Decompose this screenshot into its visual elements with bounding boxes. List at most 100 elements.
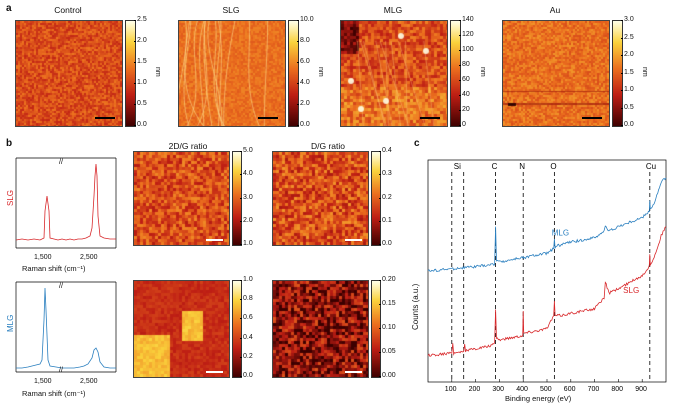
afm-map-control bbox=[15, 20, 123, 127]
colorbar-2dg-slg-tickmark bbox=[240, 197, 242, 198]
x-tick-label: 100 bbox=[445, 386, 457, 393]
colorbar-2dg-mlg-tickmark bbox=[240, 280, 242, 281]
colorbar-dg-mlg-tickmark bbox=[379, 352, 381, 353]
colorbar-au bbox=[612, 20, 623, 127]
colorbar-control-tick: 0.5 bbox=[137, 100, 147, 107]
colorbar-au-tick: 2.5 bbox=[624, 33, 634, 41]
raman-mlg-xlabel: Raman shift (cm⁻¹) bbox=[22, 389, 86, 398]
colorbar-mlg-tick: 140 bbox=[462, 16, 474, 23]
colorbar-2dg-mlg-tick: 0.2 bbox=[243, 352, 253, 360]
colorbar-unit-au: nm bbox=[641, 66, 648, 77]
colorbar-2dg-mlg-tickmark bbox=[240, 356, 242, 358]
colorbar-slg-tickmark bbox=[297, 83, 299, 84]
colorbar-dg-mlg-tickmark bbox=[379, 280, 381, 281]
colorbar-control-tick: 2.0 bbox=[137, 37, 147, 44]
colorbar-dg-slg-tickmark bbox=[379, 244, 381, 245]
colorbar-slg-tickmark bbox=[297, 125, 299, 126]
colorbar-dg-slg-tickmark bbox=[379, 197, 381, 198]
colorbar-au-tick: 1.0 bbox=[624, 86, 634, 93]
series-label-slg: SLG bbox=[623, 286, 639, 295]
colorbar-2dg-mlg-tickmark bbox=[240, 318, 242, 319]
panel-c-label: c bbox=[414, 138, 420, 149]
colorbar-2dg-slg-tick: 2.0 bbox=[243, 216, 253, 224]
colorbar-dg-slg bbox=[371, 151, 381, 246]
colorbar-mlg-tickmark bbox=[459, 80, 461, 81]
colorbar-mlg-tickmark bbox=[459, 35, 461, 36]
colorbar-2dg-mlg-tick: 1.0 bbox=[243, 276, 253, 283]
colorbar-dg-slg-tick: 0.3 bbox=[382, 170, 392, 178]
x-tick-label: 900 bbox=[635, 386, 647, 393]
raman-slg-xlabel: Raman shift (cm⁻¹) bbox=[22, 264, 86, 273]
colorbar-dg-mlg-tick: 0.10 bbox=[382, 324, 396, 331]
colorbar-au-tick: 0.0 bbox=[624, 121, 634, 128]
colorbar-unit-control: nm bbox=[154, 66, 161, 77]
map-title-slg: SLG bbox=[222, 5, 240, 15]
xps-xlabel: Binding energy (eV) bbox=[505, 394, 572, 403]
svg-text://: // bbox=[59, 159, 63, 166]
colorbar-2dg-slg-tickmark bbox=[240, 151, 242, 152]
x-tick-label: 600 bbox=[564, 386, 576, 393]
colorbar-2dg-slg-tickmark bbox=[240, 174, 242, 175]
colorbar-control-tickmark bbox=[134, 62, 136, 63]
colorbar-2dg-slg-tickmark bbox=[240, 244, 242, 245]
colorbar-dg-slg-tickmark bbox=[379, 151, 381, 152]
colorbar-dg-mlg-tick: 0.20 bbox=[382, 276, 396, 283]
raman-mlg-tick-2500: 2,500 bbox=[80, 378, 98, 385]
colorbar-mlg-tick: 120 bbox=[462, 31, 474, 38]
scale-bar-dg-slg bbox=[345, 239, 362, 241]
colorbar-au-tickmark bbox=[621, 107, 623, 108]
element-label: O bbox=[550, 162, 556, 171]
colorbar-slg bbox=[288, 20, 299, 127]
colorbar-mlg-tick: 40 bbox=[462, 91, 470, 98]
xps-spectrum: Si C N O Cu MLG SLG 100 200 300 400 500 600 700 800 900 bbox=[427, 159, 667, 393]
svg-text://: // bbox=[59, 367, 63, 374]
colorbar-mlg-tick: 100 bbox=[462, 46, 474, 53]
panel-a-label: a bbox=[6, 3, 12, 14]
colorbar-au-tick: 0.5 bbox=[624, 103, 634, 111]
colorbar-unit-slg: nm bbox=[317, 66, 324, 77]
map-title-mlg: MLG bbox=[383, 5, 403, 15]
colorbar-2dg-mlg-tickmark bbox=[240, 337, 242, 339]
afm-map-mlg bbox=[340, 20, 448, 127]
colorbar-mlg-tickmark bbox=[459, 20, 461, 21]
colorbar-slg-tick: 10.0 bbox=[300, 16, 314, 23]
colorbar-slg-tickmark bbox=[297, 41, 299, 42]
colorbar-slg-tickmark bbox=[297, 20, 299, 21]
afm-map-slg bbox=[178, 20, 286, 127]
map-dg-slg bbox=[272, 151, 369, 246]
scale-bar-control bbox=[95, 117, 115, 119]
x-tick-label: 500 bbox=[540, 386, 552, 393]
map-2dg-slg bbox=[133, 151, 230, 246]
colorbar-dg-mlg-tick: 0.15 bbox=[382, 300, 396, 307]
colorbar-dg-mlg-tickmark bbox=[379, 328, 381, 329]
scale-bar-au bbox=[582, 117, 602, 119]
colorbar-control-tickmark bbox=[134, 41, 136, 42]
colorbar-control-tickmark bbox=[134, 125, 136, 126]
colorbar-mlg-tickmark bbox=[459, 50, 461, 51]
element-label: Si bbox=[454, 162, 461, 171]
colorbar-au-tickmark bbox=[621, 90, 623, 91]
map-title-control: Control bbox=[54, 5, 82, 15]
element-label: C bbox=[492, 162, 498, 171]
x-tick-label: 800 bbox=[611, 386, 623, 393]
colorbar-control bbox=[125, 20, 136, 127]
series-mlg bbox=[427, 177, 667, 272]
scale-bar-mlg bbox=[420, 117, 440, 119]
colorbar-mlg-tick: 20 bbox=[462, 106, 470, 113]
colorbar-2dg-mlg-tick: 0.4 bbox=[243, 333, 253, 341]
colorbar-mlg bbox=[450, 20, 461, 127]
colorbar-au-tick: 3.0 bbox=[624, 16, 634, 23]
colorbar-2dg-slg bbox=[232, 151, 242, 246]
colorbar-slg-tick: 2.0 bbox=[300, 100, 310, 107]
map-dg-mlg bbox=[272, 280, 369, 378]
raman-spectrum-slg: // bbox=[15, 157, 117, 249]
colorbar-2dg-slg-tickmark bbox=[240, 220, 242, 222]
series-slg bbox=[427, 226, 667, 357]
colorbar-2dg-mlg-tickmark bbox=[240, 299, 242, 300]
colorbar-mlg-tick: 80 bbox=[462, 61, 470, 68]
panel-b-label: b bbox=[6, 138, 13, 149]
map-title-au: Au bbox=[549, 5, 561, 15]
colorbar-2dg-mlg-tick: 0.6 bbox=[243, 314, 253, 322]
colorbar-dg-mlg-tickmark bbox=[379, 376, 381, 377]
raman-slg-tick-1500: 1,500 bbox=[34, 254, 52, 261]
